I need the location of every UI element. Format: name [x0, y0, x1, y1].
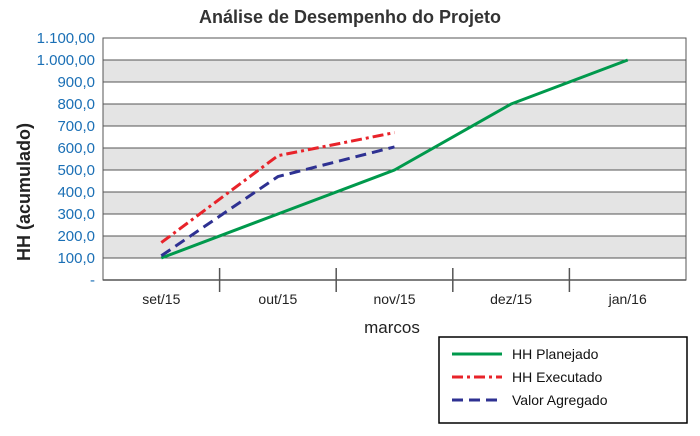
legend-label: HH Planejado	[512, 346, 599, 362]
y-tick-label: 100,0	[57, 250, 95, 267]
series-line-hh-planejado	[160, 58, 629, 260]
y-tick-label: 500,0	[57, 162, 95, 179]
plot-area-bands	[103, 38, 686, 280]
y-tick-label: 1.100,00	[37, 30, 95, 47]
legend-label: Valor Agregado	[512, 392, 608, 408]
series-line-valor-agregado	[160, 145, 395, 258]
series-lines	[160, 58, 629, 260]
plot-band	[103, 258, 686, 280]
x-axis: set/15 out/15 nov/15 dez/15 jan/16	[103, 268, 686, 307]
x-tick-label: nov/15	[373, 291, 415, 307]
plot-band	[103, 192, 686, 214]
y-tick-label: 900,0	[57, 74, 95, 91]
plot-band	[103, 60, 686, 82]
plot-band	[103, 148, 686, 170]
series-line-hh-executado	[160, 131, 395, 244]
y-tick-label: 1.000,00	[37, 52, 95, 69]
plot-band	[103, 38, 686, 60]
y-tick-label: 400,0	[57, 184, 95, 201]
plot-band	[103, 82, 686, 104]
y-tick-label: 300,0	[57, 206, 95, 223]
x-tick-label: set/15	[142, 291, 180, 307]
y-axis-label: HH (acumulado)	[14, 123, 34, 261]
y-tick-label: 200,0	[57, 228, 95, 245]
x-tick-label: out/15	[258, 291, 297, 307]
plot-band	[103, 104, 686, 126]
x-tick-label: dez/15	[490, 291, 532, 307]
plot-band	[103, 236, 686, 258]
plot-band	[103, 170, 686, 192]
legend-box	[438, 336, 688, 424]
y-tick-label: -	[90, 272, 95, 289]
plot-band	[103, 126, 686, 148]
x-tick-label: jan/16	[608, 291, 647, 307]
y-tick-label: 700,0	[57, 118, 95, 135]
legend: HH Planejado HH Executado Valor Agregado	[438, 336, 688, 424]
x-axis-label: marcos	[364, 318, 420, 337]
y-axis-ticks: - 100,0 200,0 300,0 400,0 500,0 600,0 700,0 800,…	[37, 30, 95, 289]
y-tick-label: 600,0	[57, 140, 95, 157]
chart-title: Análise de Desempenho do Projeto	[199, 7, 501, 27]
plot-band	[103, 214, 686, 236]
legend-label: HH Executado	[512, 369, 602, 385]
y-tick-label: 800,0	[57, 96, 95, 113]
